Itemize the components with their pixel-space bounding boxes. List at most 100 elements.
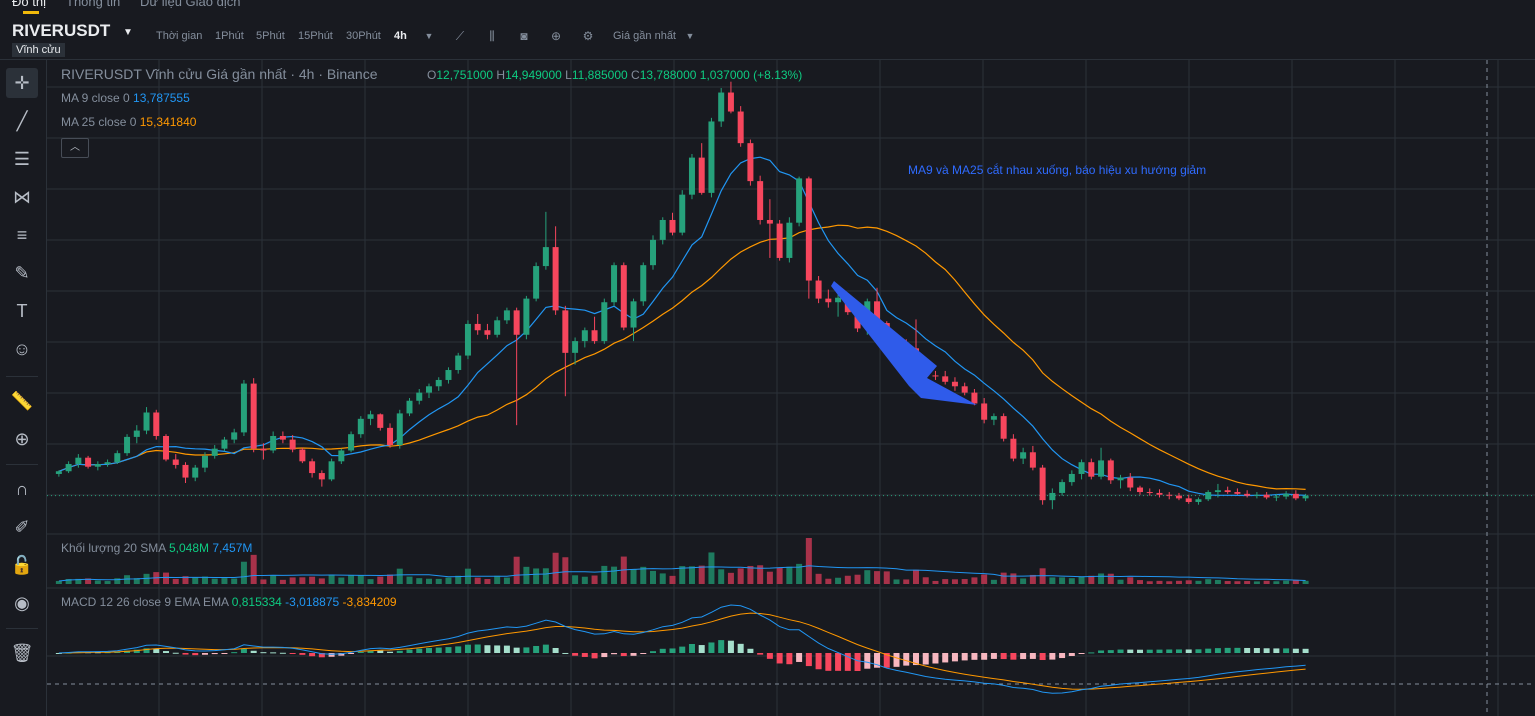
add-indicator-icon[interactable]: ⊕ (550, 29, 562, 43)
chart-type-icon[interactable]: ⟋ (455, 29, 465, 43)
tf-5m[interactable]: 5Phút (256, 30, 285, 42)
collapse-legend-button[interactable]: ︿ (61, 138, 89, 158)
macd-histogram-bar (357, 651, 364, 653)
volume-bar (971, 577, 978, 584)
candle-body (279, 436, 286, 440)
macd-histogram-bar (55, 653, 62, 654)
candle-body (231, 432, 238, 440)
candle-style-icon[interactable]: ⫼ (489, 29, 495, 43)
macd-histogram-bar (338, 653, 345, 656)
macd-histogram-bar (581, 653, 588, 657)
price-type-select[interactable]: Giá gần nhất (613, 30, 676, 42)
tab-info[interactable]: Thông tin (66, 0, 121, 9)
crosshair-icon[interactable]: ✛ (6, 68, 38, 98)
macd-histogram-bar (250, 650, 257, 653)
volume-bar (757, 565, 764, 584)
candle-body (932, 375, 939, 377)
magnet-icon[interactable]: ∩ (15, 479, 29, 499)
macd-histogram-bar (796, 653, 803, 662)
macd-histogram-bar (630, 653, 637, 656)
volume-bar (883, 571, 890, 584)
lock-draw-icon[interactable]: ✐ (14, 517, 30, 537)
candle-body (172, 459, 179, 465)
macd-histogram-bar (328, 653, 335, 657)
chart-area[interactable]: RIVERUSDT Vĩnh cửu Giá gần nhất · 4h · B… (47, 60, 1535, 716)
volume-bar (776, 567, 783, 584)
macd-histogram-bar (562, 652, 569, 654)
tf-1m[interactable]: 1Phút (215, 30, 244, 42)
more-timeframes-icon[interactable]: ▼ (424, 31, 434, 41)
candle-body (1244, 493, 1251, 496)
pattern-icon[interactable]: ⋈ (13, 187, 31, 207)
tab-trading-data[interactable]: Dữ liệu Giao dịch (140, 0, 241, 9)
ruler-icon[interactable]: 📏 (10, 391, 34, 411)
volume-bar (357, 575, 364, 584)
fib-icon[interactable]: ≡ (16, 225, 28, 245)
candlestick-chart[interactable] (47, 60, 1535, 716)
candle-body (1107, 460, 1114, 481)
macd-histogram-bar (318, 653, 325, 658)
volume-bar (455, 575, 462, 584)
zoom-in-icon[interactable]: ⊕ (14, 429, 30, 449)
macd-histogram-bar (1263, 648, 1270, 653)
active-tab-indicator (23, 11, 39, 14)
volume-bar (1166, 581, 1173, 584)
volume-bar (1010, 573, 1017, 584)
candle-body (318, 473, 325, 480)
settings-icon[interactable]: ⚙ (582, 29, 594, 43)
macd-histogram-bar (143, 648, 150, 653)
candle-body (85, 457, 92, 467)
macd-histogram-bar (270, 652, 277, 654)
eye-icon[interactable]: ◉ (14, 593, 30, 613)
candle-body (474, 323, 481, 331)
volume-bar (503, 577, 510, 584)
chevron-down-icon[interactable]: ▼ (123, 27, 133, 38)
candle-body (240, 383, 247, 433)
macd-histogram-bar (1039, 653, 1046, 661)
volume-bar (1117, 579, 1124, 584)
volume-bar (874, 571, 881, 584)
lock-icon[interactable]: 🔓 (10, 555, 34, 575)
volume-bar (766, 571, 773, 584)
volume-legend: Khối lượng 20 SMA 5,048M 7,457M (61, 541, 252, 555)
text-icon[interactable]: T (16, 301, 28, 321)
candle-body (562, 310, 569, 353)
emoji-icon[interactable]: ☺ (12, 339, 32, 359)
volume-bar (1020, 578, 1027, 584)
camera-icon[interactable]: ◙ (520, 29, 528, 43)
volume-bar (805, 538, 812, 584)
candle-body (425, 386, 432, 393)
macd-histogram-bar (961, 653, 968, 661)
candle-body (601, 302, 608, 342)
macd-histogram-bar (1068, 653, 1075, 656)
trendline-icon[interactable]: ╱ (16, 111, 28, 131)
horizontal-lines-icon[interactable]: ☰ (13, 149, 31, 169)
tf-15m[interactable]: 15Phút (298, 30, 333, 42)
price-type-chevron-icon[interactable]: ▼ (685, 31, 695, 41)
brush-icon[interactable]: ✎ (14, 263, 30, 283)
candle-body (737, 111, 744, 144)
candle-body (211, 448, 218, 456)
tf-time[interactable]: Thời gian (156, 30, 203, 42)
macd-histogram-bar (747, 648, 754, 653)
macd-histogram-bar (727, 640, 734, 653)
tf-30m[interactable]: 30Phút (346, 30, 381, 42)
trash-icon[interactable]: 🗑 (10, 643, 34, 663)
macd-histogram-bar (1117, 649, 1124, 653)
candle-body (718, 92, 725, 122)
macd-histogram-bar (163, 651, 170, 653)
macd-histogram-bar (971, 653, 978, 660)
volume-bar (75, 578, 82, 584)
volume-bar (815, 573, 822, 584)
symbol-selector[interactable]: RIVERUSDT (12, 21, 111, 40)
macd-histogram-bar (201, 653, 208, 655)
candle-body (1175, 495, 1182, 499)
macd-histogram-bar (591, 653, 598, 659)
volume-bar (844, 575, 851, 584)
tab-chart[interactable]: Đồ thị (12, 0, 46, 9)
tf-4h[interactable]: 4h (394, 30, 407, 42)
volume-bar (231, 578, 238, 584)
candle-body (1214, 490, 1221, 493)
volume-bar (299, 577, 306, 584)
candle-body (572, 341, 579, 353)
